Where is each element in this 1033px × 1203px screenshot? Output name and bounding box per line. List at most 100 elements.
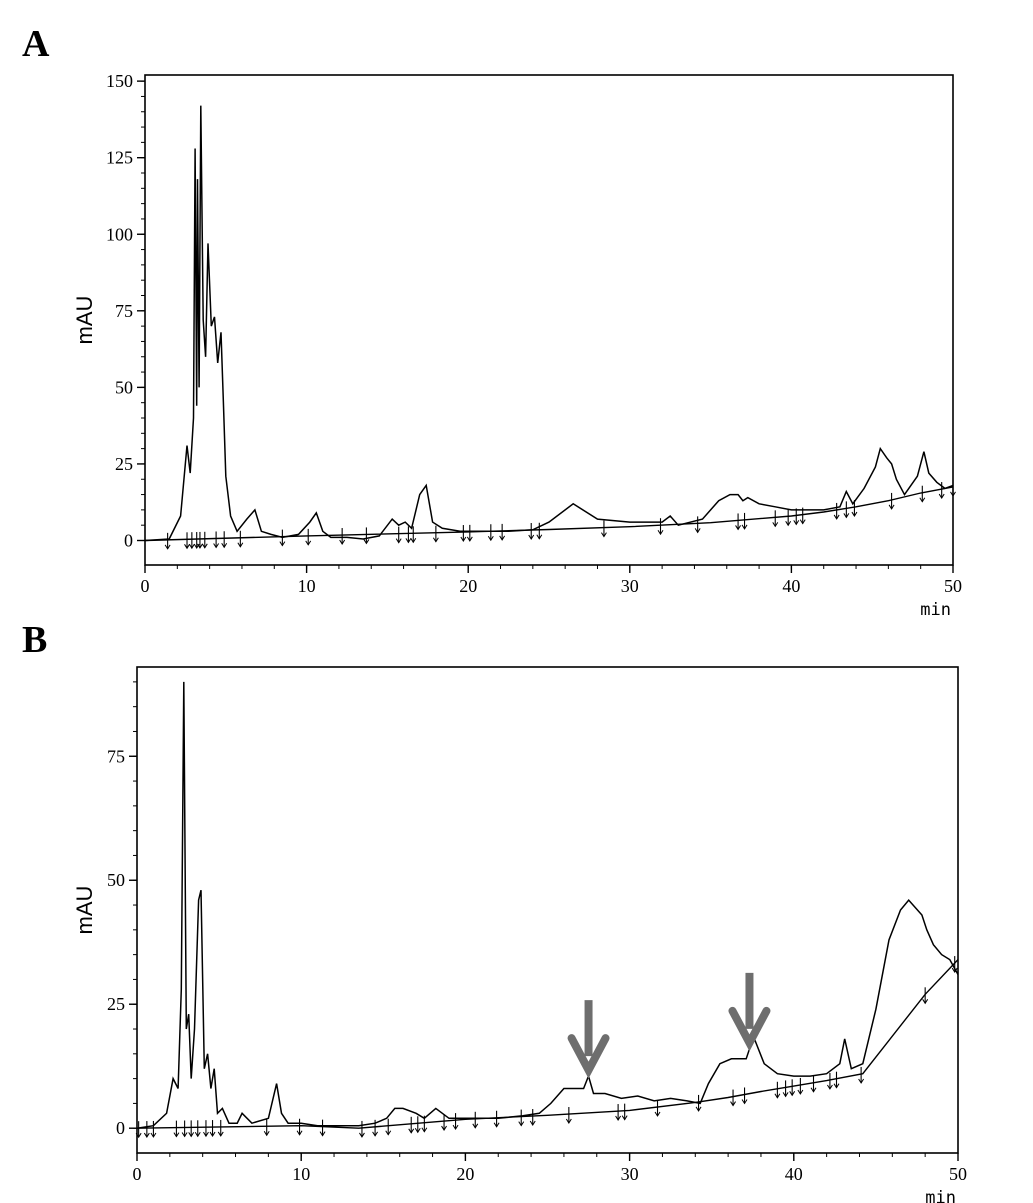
chart-b-event-marker-head — [372, 1131, 379, 1137]
chart-b-x-tick-label: 0 — [133, 1164, 142, 1184]
chart-b-event-marker-head — [188, 1132, 195, 1138]
chart-a-y-axis-title: mAU — [72, 296, 97, 345]
chart-a-baseline-line — [144, 486, 954, 542]
chart-b-event-marker-head — [217, 1131, 224, 1137]
chart-a-y-tick-label: 50 — [115, 377, 133, 397]
chart-a-x-tick-label: 10 — [298, 576, 316, 596]
chart-a-event-marker-head — [487, 535, 494, 542]
chart-b-event-marker-head — [529, 1120, 536, 1126]
chart-a-x-tick-label: 0 — [141, 576, 150, 596]
chart-a-y-tick-label: 25 — [115, 454, 133, 474]
chart-a-x-tick-label: 40 — [782, 576, 800, 596]
chart-b-plot-frame — [136, 666, 959, 1154]
chart-a-event-marker-head — [843, 513, 850, 519]
chart-a-chromatogram-line — [144, 105, 954, 542]
chart-a-event-marker-head — [432, 537, 439, 543]
chart-a-x-unit-label: min — [920, 600, 951, 620]
chart-a-event-marker-head — [735, 525, 741, 531]
chart-a-event-marker-head — [197, 543, 203, 549]
chart-a-event-marker-head — [536, 534, 543, 540]
chart-a-event-marker-head — [395, 538, 402, 544]
chart-b-event-marker-head — [518, 1121, 525, 1127]
chart-b-event-marker-head — [452, 1124, 459, 1131]
chart-a-event-marker-head — [785, 521, 792, 527]
chart-b-x-tick-label: 10 — [292, 1164, 310, 1184]
chart-a-event-marker-head — [772, 522, 779, 528]
chart-a-event-marker-head — [213, 543, 220, 549]
chart-b-event-marker-head — [441, 1125, 447, 1132]
chart-b-event-marker-head — [741, 1099, 748, 1105]
chart-b-y-axis-title: mAU — [72, 886, 97, 935]
chart-b-x-tick-label: 30 — [621, 1164, 639, 1184]
chart-a-event-marker-head — [201, 543, 208, 549]
chart-b-event-marker-head — [194, 1132, 201, 1138]
chart-a-x-tick-label: 50 — [944, 576, 962, 596]
chart-a-event-marker-head — [460, 536, 467, 542]
chart-b-event-marker-head — [774, 1093, 781, 1099]
chart-b-y-tick-label: 25 — [107, 994, 125, 1014]
chart-a-event-marker-head — [410, 538, 417, 544]
chart-a-plot-frame — [144, 74, 954, 566]
chart-a-event-marker-head — [793, 520, 800, 526]
chart-b-event-marker-head — [858, 1078, 865, 1084]
chart-a-y-tick-label: 100 — [106, 224, 133, 244]
chart-a-event-marker-head — [363, 539, 370, 545]
chart-b-event-marker-head — [421, 1127, 428, 1133]
chart-b-event-marker-head — [203, 1131, 209, 1138]
chart-b-x-unit-label: min — [925, 1188, 956, 1203]
panel-label-b: B — [22, 619, 48, 661]
chart-a: 0 25 50 75 100 125 150 0 10 20 30 40 50 mAU min — [72, 71, 962, 620]
chart-b-event-marker-head — [209, 1131, 216, 1138]
chart-a-event-marker-head — [339, 539, 346, 545]
chart-b-event-marker-head — [730, 1101, 736, 1107]
chart-b-event-marker-head — [181, 1132, 188, 1138]
chart-b-x-tick-label: 50 — [949, 1164, 967, 1184]
chart-b-event-marker-head — [173, 1132, 180, 1138]
chart-b-event-marker-head — [695, 1106, 702, 1112]
chart-b-x-tick-label: 40 — [785, 1164, 803, 1184]
chart-b-y-tick-label: 0 — [116, 1118, 125, 1138]
chart-b-event-marker-head — [797, 1089, 804, 1095]
chart-b-y-tick-label: 75 — [107, 746, 125, 766]
chart-b-event-marker-head — [143, 1132, 150, 1139]
chart-a-event-marker-head — [237, 542, 244, 548]
chart-b-event-marker-head — [359, 1132, 365, 1138]
chart-b-event-marker-head — [296, 1130, 303, 1136]
chart-a-event-marker-head — [164, 544, 171, 550]
chart-b-x-tick-label: 20 — [456, 1164, 474, 1184]
panel-label-a: A — [22, 23, 50, 65]
chart-b-event-marker-head — [565, 1118, 572, 1124]
chart-b-y-tick-label: 50 — [107, 870, 125, 890]
chart-b-event-marker-head — [493, 1122, 500, 1128]
chart-b: 0 25 50 75 0 10 20 30 40 50 mAU min — [72, 666, 967, 1203]
chart-a-event-marker-head — [950, 491, 956, 497]
chart-a-event-marker-head — [601, 532, 607, 538]
chart-b-event-marker-head — [782, 1092, 789, 1098]
chart-b-event-marker-head — [135, 1132, 142, 1139]
chart-a-y-tick-label: 75 — [115, 301, 133, 321]
chart-a-event-marker-head — [741, 524, 748, 530]
chart-a-event-marker-head — [499, 535, 506, 541]
chart-b-chromatogram-line — [136, 681, 959, 1129]
chart-a-event-marker-head — [528, 534, 535, 540]
chart-b-event-marker-head — [385, 1130, 392, 1136]
chart-a-event-marker-head — [221, 542, 228, 549]
chart-a-event-marker-head — [919, 497, 926, 503]
chart-b-event-marker-head — [833, 1083, 840, 1089]
chart-b-event-marker-head — [951, 967, 958, 974]
chart-b-event-marker-head — [150, 1132, 157, 1138]
chart-a-event-marker-head — [188, 543, 195, 550]
chart-a-event-marker-head — [305, 540, 312, 546]
chart-b-event-marker-head — [408, 1128, 415, 1134]
chart-a-event-marker-head — [851, 511, 858, 518]
chart-a-event-marker-head — [694, 528, 701, 534]
chart-b-event-marker-head — [263, 1130, 270, 1137]
chart-b-highlight-arrow-head — [567, 1034, 610, 1079]
chart-a-event-marker-head — [799, 519, 806, 525]
chart-b-event-marker-head — [621, 1115, 628, 1121]
chart-a-event-marker-head — [833, 514, 840, 520]
chart-a-event-marker-head — [938, 493, 945, 499]
chart-b-event-marker-head — [922, 999, 929, 1005]
chart-a-x-tick-label: 30 — [621, 576, 639, 596]
